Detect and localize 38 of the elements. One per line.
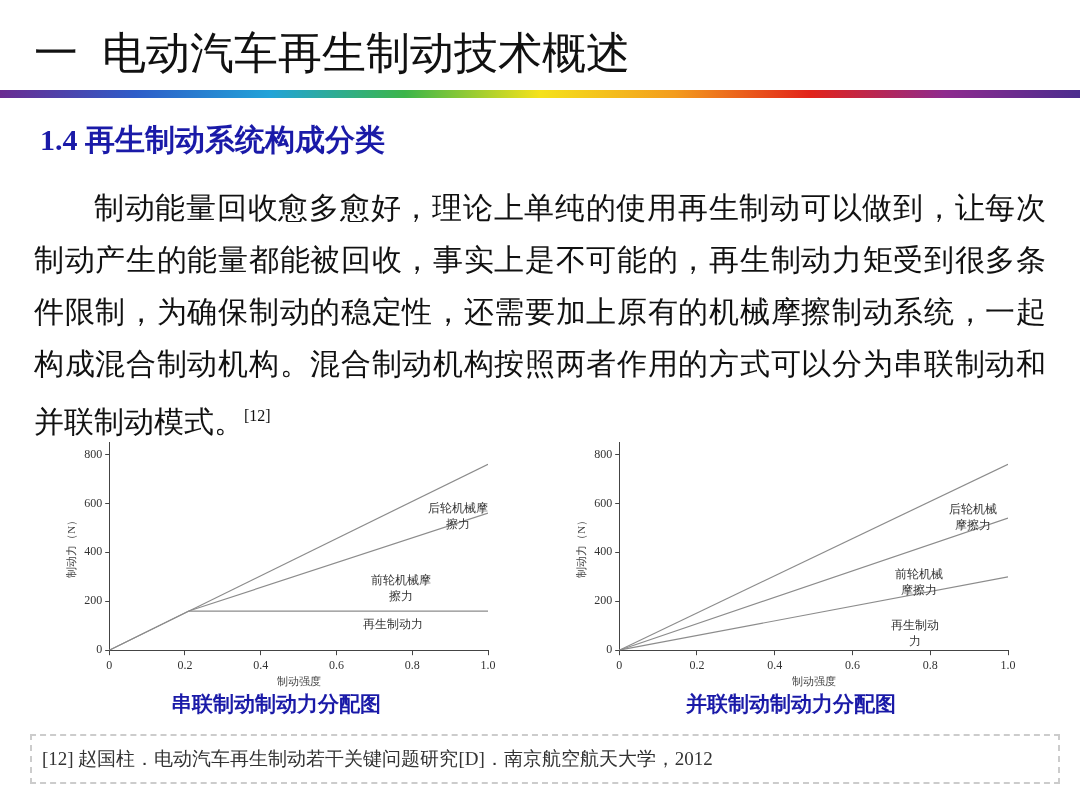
text: 一 电动汽车再生制动技术概述	[34, 27, 631, 79]
y-tick-label: 400	[594, 544, 613, 559]
x-tick-label: 1.0	[1000, 657, 1016, 672]
x-tick-label: 0	[616, 657, 623, 672]
y-tick-label: 200	[594, 593, 613, 608]
text: 并联制动制动力分配图	[685, 692, 896, 716]
text: 串联制动制动力分配图	[171, 692, 381, 716]
x-tick-label: 0.8	[922, 657, 938, 672]
y-tick-label: 200	[84, 593, 103, 608]
text: [12] 赵国柱．电动汽车再生制动若干关键问题研究[D]．南京航空航天大学，2012	[30, 734, 1060, 784]
y-tick-label: 600	[594, 495, 613, 510]
x-tick-label: 0	[106, 657, 113, 672]
x-tick-label: 0.2	[689, 657, 705, 672]
annotation: 后轮机械摩擦力	[948, 501, 998, 533]
y-tick-label: 800	[594, 446, 613, 461]
y-axis-title: 制动力（N）	[575, 514, 588, 578]
x-tick-label: 0.4	[253, 657, 269, 672]
x-axis-title: 制动强度	[791, 675, 836, 688]
x-tick-label: 1.0	[480, 657, 496, 672]
y-tick-label: 0	[96, 642, 103, 657]
x-axis-title: 制动强度	[276, 675, 321, 688]
x-tick-label: 0.2	[177, 657, 193, 672]
text: 1.4 再生制动系统构成分类	[40, 122, 385, 158]
x-tick-label: 0.6	[844, 657, 860, 672]
annotation: 前轮机械摩擦力	[369, 571, 432, 604]
y-tick-label: 0	[606, 642, 613, 657]
y-tick-label: 600	[84, 495, 103, 510]
y-axis-title: 制动力（N）	[65, 514, 78, 578]
x-tick-label: 0.8	[404, 657, 420, 672]
annotation: 再生制动力	[362, 615, 425, 632]
x-tick-label: 0.6	[328, 657, 344, 672]
annotation: 再生制动力	[889, 617, 940, 650]
text: 制动能量回收愈多愈好，理论上单纯的使用再生制动可以做到，让每次制动产生的能量都能被回收，事实上是不可能的，再生制动力矩受到很多条件限制，为确保制动的稳定性，还需要加上原有的机械摩擦制动系统，一起构成混合制动机构。混合制动机构按照两者作用的方式可以分为串联制动和并联制动模式。$^{[12]}$	[34, 190, 1046, 440]
annotation: 后轮机械摩擦力	[426, 499, 489, 532]
y-tick-label: 400	[84, 544, 103, 559]
annotation: 前轮机械摩擦力	[893, 566, 944, 599]
x-tick-label: 0.4	[767, 657, 783, 672]
y-tick-label: 800	[84, 446, 103, 461]
